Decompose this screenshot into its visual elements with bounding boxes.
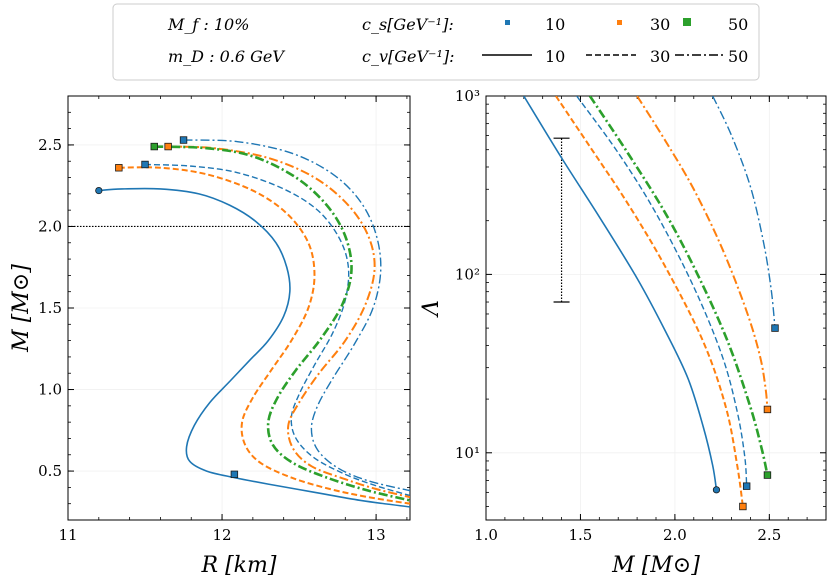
x-tick-label: 11: [58, 526, 77, 544]
legend-cs-30-marker: [617, 20, 622, 25]
y-tick-label: 1.0: [38, 381, 62, 399]
legend-cv-label: c_v[GeV⁻¹]:: [362, 47, 455, 66]
y-tick-label: 1.5: [38, 299, 62, 317]
x-tick-label: 2.0: [663, 526, 687, 544]
plot-area: [523, 96, 776, 507]
series-line-cs=10,cv=50: [183, 139, 410, 492]
legend-cs-10-marker: [505, 20, 510, 25]
series-line-cs=50,cv=50: [154, 145, 410, 502]
legend-cs-10: 10: [545, 15, 565, 34]
x-tick-label: 12: [213, 526, 232, 544]
right-panel: 1.0 1.5 2.0 2.5 10¹ 10² 10³ M [M⊙] Λ: [419, 87, 827, 578]
endpoint-marker-cs=50,cv=50: [150, 142, 158, 151]
series-line-cs=10,cv=10: [523, 96, 718, 490]
legend-cs-30: 30: [650, 15, 670, 34]
series-line-cs=30,cv=30: [118, 166, 410, 505]
plot-frame: [485, 95, 827, 521]
legend-md-label: m_D : 0.6 GeV: [168, 47, 285, 66]
y-tick-label: 10³: [455, 87, 480, 105]
series-line-cs=10,cv=30: [576, 96, 748, 487]
endpoint-marker-cs=30,cv=30: [739, 502, 747, 511]
endpoint-marker-cs=10,cv=30: [742, 482, 751, 490]
legend-mf-label: M_f : 10%: [167, 15, 249, 34]
legend-cv-10: 10: [545, 47, 565, 66]
series-line-cs=30,cv=50: [168, 145, 410, 499]
y-tick-label: 0.5: [38, 462, 62, 480]
y-axis-label: Λ: [419, 300, 444, 318]
x-axis-label: M [M⊙]: [611, 553, 700, 578]
series-line-cs=30,cv=30: [555, 96, 744, 507]
endpoint-marker-cs=10,cv=50: [771, 324, 779, 332]
series-line-cs=10,cv=50: [712, 96, 776, 329]
endpoint-marker-cs=10,cv=30: [141, 160, 149, 169]
legend-cs-label: c_s[GeV⁻¹]:: [362, 15, 454, 34]
y-axis-label: M [M⊙]: [9, 264, 34, 353]
endpoint-marker-cs=50,cv=50: [763, 471, 772, 479]
endpoint-marker-cs=30,cv=30: [115, 164, 123, 172]
x-axis-label: R [km]: [201, 553, 277, 578]
endpoint-marker-cs=30,cv=50: [164, 142, 172, 151]
legend-cv-50: 50: [728, 47, 748, 66]
x-tick-label: 13: [367, 526, 386, 544]
endpoint-marker-cs=30,cv=50: [763, 405, 772, 414]
x-tick-label: 1.5: [569, 526, 593, 544]
series-line-cs=10,cv=30: [145, 163, 410, 497]
legend-cs-50: 50: [728, 15, 748, 34]
x-tick-label: 1.0: [474, 526, 498, 544]
y-tick-label: 2.5: [38, 136, 62, 154]
legend: M_f : 10% m_D : 0.6 GeV c_s[GeV⁻¹]: c_v[…: [112, 3, 760, 81]
plot-area: [68, 139, 410, 508]
x-tick-label: 2.5: [757, 526, 781, 544]
series-line-cs=50,cv=50: [588, 96, 769, 476]
endpoint-marker-cs=10,cv=10: [712, 486, 721, 494]
series-line-cs=30,cv=50: [636, 96, 769, 410]
y-tick-label: 10²: [455, 265, 480, 283]
y-tick-label: 10¹: [455, 444, 480, 462]
endpoint-marker-cs=10,cv=50: [179, 136, 188, 144]
endpoint-marker-cs=10,cv=10: [95, 186, 103, 195]
transition-marker-cs=10,cv=10: [230, 470, 239, 479]
legend-cv-30: 30: [650, 47, 670, 66]
y-tick-label: 2.0: [38, 217, 62, 235]
left-panel: 11 12 13 0.5 1.0 1.5 2.0 2.5 R [km] M [M⊙]: [9, 95, 411, 578]
series-line-cs=10,cv=10: [98, 187, 410, 508]
legend-cs-50-marker: [683, 18, 691, 26]
